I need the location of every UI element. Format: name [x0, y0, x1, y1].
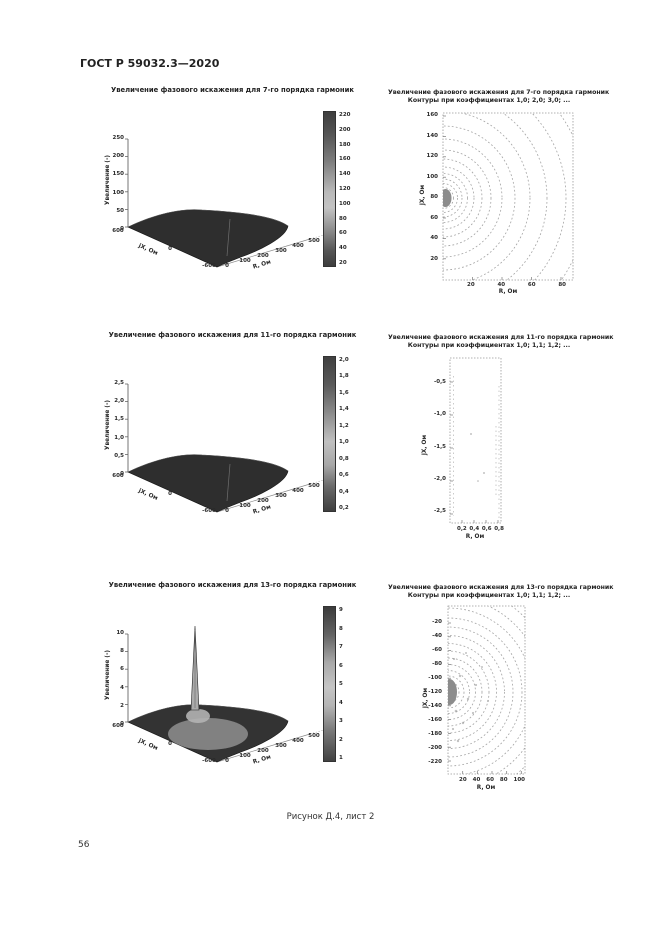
- figure-surface-13: Увеличение фазового искажения для 13-го …: [100, 581, 365, 799]
- surface-seam-line: [226, 463, 231, 502]
- surface-ridge-highlight: [127, 209, 289, 228]
- surface-ridge-highlight: [127, 704, 289, 723]
- x-axis-label: R, Ом: [465, 534, 485, 540]
- figure-title: Увеличение фазового искажения для 11-го …: [108, 331, 357, 339]
- axis-tick-marks: [450, 381, 499, 523]
- x-axis-label: R, Ом: [476, 785, 496, 791]
- contour-center-blob: [448, 679, 457, 705]
- y-axis-tick-labels: -0,5 -1,0 -1,5 -2,0 -2,5: [433, 379, 446, 514]
- surface-light-region: [168, 718, 248, 750]
- surface-plot-area: Увеличение (-) 250 200 150 100 50 0 600 0 -600 …: [100, 99, 365, 291]
- y-axis-tick-labels: 160 140 120 100 80 60 40 20: [426, 112, 438, 262]
- figure-surface-11: Увеличение фазового искажения для 11-го …: [100, 331, 365, 543]
- surface-plot-area: Увеличение (-) 10 8 6 4 2 0 600 0 -600 0 100 200 3…: [100, 594, 365, 786]
- contour-plot-area: -0,5 -1,0 -1,5 -2,0 -2,5 0,2 0,4 0,6 0,8 jX, Ом…: [388, 331, 590, 549]
- contour-specks: [470, 433, 485, 482]
- figure-contour-7: Увеличение фазового искажения для 7-го п…: [388, 86, 610, 301]
- y-axis-label: jX, Ом: [420, 184, 426, 206]
- y-axis-tick-labels: -20 -40 -60 -80 -100 -120 -140 -160 -180 -200 -220: [428, 619, 442, 765]
- x-axis-tick-labels: 0,2 0,4 0,6 0,8: [457, 526, 504, 532]
- figure-title: Увеличение фазового искажения для 7-го п…: [111, 86, 354, 94]
- x-axis-tick-labels: 20 40 60 80 100: [459, 777, 525, 783]
- r-axis-line: [216, 733, 311, 763]
- figure-contour-13: Увеличение фазового искажения для 13-го …: [388, 581, 614, 803]
- colorbar: [323, 606, 336, 762]
- r-axis-line: [216, 238, 311, 268]
- contour-specks: [451, 652, 489, 743]
- axis-tick-marks: [448, 622, 522, 774]
- r-axis-dotted-extension: [309, 726, 335, 735]
- figure-title-line1: Увеличение фазового искажения для 7-го п…: [388, 89, 610, 96]
- x-axis-label: R, Ом: [498, 289, 518, 295]
- contour-center-blob: [443, 189, 452, 207]
- surface-plot-svg: [125, 138, 335, 268]
- colorbar: [323, 356, 336, 512]
- colorbar-tick-labels: 2,0 1,8 1,6 1,4 1,2 1,0 0,8 0,6 0,4 0,2: [339, 357, 349, 511]
- contour-plot-svg: [442, 112, 574, 281]
- surface-plot-area: Увеличение (-) 2,5 2,0 1,5 1,0 0,5 0 600 0 -600…: [100, 344, 365, 536]
- figure-title-line2: Контуры при коэффициентах 1,0; 1,1; 1,2;…: [407, 342, 571, 349]
- figure-surface-7: Увеличение фазового искажения для 7-го п…: [100, 86, 365, 296]
- r-axis-dotted-extension: [309, 231, 335, 240]
- x-axis-tick-labels: 20 40 60 80: [467, 282, 566, 288]
- surface-plot-svg: [125, 383, 335, 513]
- plot-frame: [447, 605, 526, 775]
- figure-title-line2: Контуры при коэффициентах 1,0; 1,1; 1,2;…: [407, 592, 571, 599]
- r-axis-line: [216, 483, 311, 513]
- z-axis-tick-marks: [125, 138, 128, 228]
- z-axis-tick-labels: 10 8 6 4 2 0: [116, 630, 124, 727]
- document-header: ГОСТ Р 59032.3—2020: [80, 57, 220, 70]
- colorbar: [323, 111, 336, 267]
- z-axis-tick-labels: 250 200 150 100 50 0: [112, 135, 124, 232]
- surface-ridge-highlight: [127, 454, 289, 473]
- surface-seam-line: [226, 218, 231, 257]
- surface-plot-svg: [125, 625, 335, 763]
- z-axis-tick-labels: 2,5 2,0 1,5 1,0 0,5 0: [114, 380, 124, 477]
- contour-lines: [448, 606, 525, 774]
- contour-lines: [453, 376, 500, 519]
- r-axis-dotted-extension: [309, 476, 335, 485]
- contour-plot-area: 160 140 120 100 80 60 40 20 20 40 60 80 jX, Ом R, …: [388, 86, 590, 301]
- figure-title: Увеличение фазового искажения для 13-го …: [108, 581, 357, 589]
- colorbar-tick-labels: 220 200 180 160 140 120 100 80 60 40 20: [339, 112, 351, 266]
- figure-title-line2: Контуры при коэффициентах 1,0; 2,0; 3,0;…: [407, 97, 571, 104]
- contour-plot-svg: [449, 357, 502, 524]
- contour-plot-area: -20 -40 -60 -80 -100 -120 -140 -160 -180 -200 -220…: [388, 581, 590, 803]
- figure-title-line1: Увеличение фазового искажения для 13-го …: [388, 584, 614, 591]
- y-axis-label: jX, Ом: [423, 687, 429, 709]
- plot-frame: [442, 112, 574, 281]
- figure-caption: Рисунок Д.4, лист 2: [286, 812, 375, 822]
- surface-bright-spot: [186, 709, 210, 723]
- plot-frame: [449, 357, 502, 524]
- contour-plot-svg: [447, 605, 526, 775]
- page-number: 56: [78, 840, 90, 850]
- figure-title-line1: Увеличение фазового искажения для 11-го …: [388, 334, 614, 341]
- z-axis-tick-marks: [125, 633, 128, 723]
- figure-contour-11: Увеличение фазового искажения для 11-го …: [388, 331, 614, 549]
- y-axis-label: jX, Ом: [422, 434, 428, 456]
